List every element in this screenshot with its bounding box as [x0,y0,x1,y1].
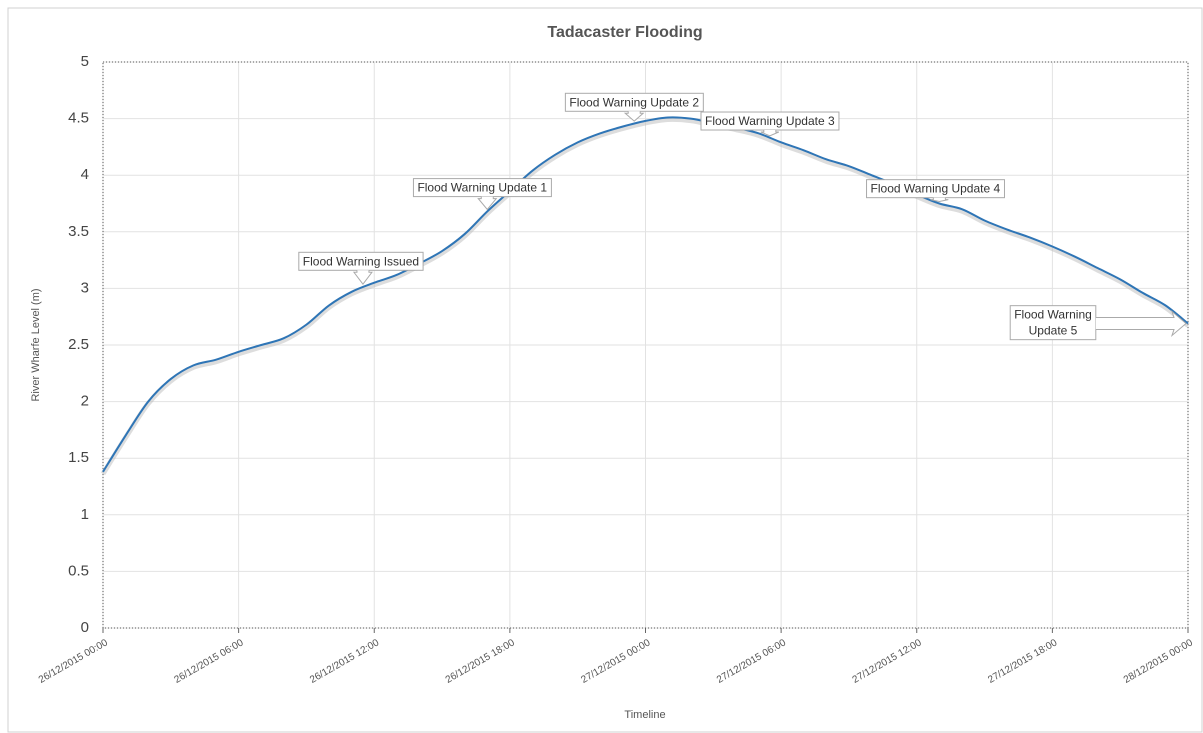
annotation-arrow [623,111,645,122]
x-axis-label: Timeline [624,709,665,721]
annotation-arrow [352,270,373,285]
y-tick-label: 4 [81,166,89,183]
y-tick-label: 4.5 [68,110,89,127]
annotation-arrow [477,196,498,211]
annotation: Flood Warning Update 5 [1009,305,1187,341]
annotation-label: Flood Warning Update 2 [569,95,699,109]
chart-frame [7,7,1203,733]
y-tick-label: 1.5 [68,449,89,466]
y-tick-label: 0.5 [68,562,89,579]
annotation-arrow [930,197,949,203]
annotation-label: Flood Warning Update 4 [871,182,1001,196]
y-axis-label: River Wharfe Level (m) [30,288,42,401]
y-tick-label: 3.5 [68,223,89,240]
annotation: Flood Warning Update 3 [700,111,840,137]
y-tick-label: 2 [81,393,89,410]
y-tick-label: 3 [81,279,89,296]
annotation-label: Flood Warning Update 1 [417,181,547,195]
annotation: Flood Warning Update 2 [564,92,704,122]
y-tick-label: 1 [81,506,89,523]
annotation: Flood Warning Update 1 [412,178,552,211]
y-tick-label: 2.5 [68,336,89,353]
plot-border [102,61,1189,629]
annotation-box [1009,305,1097,341]
annotation: Flood Warning Issued [298,251,424,285]
annotation-arrow [1095,309,1187,338]
line-shadow [100,116,1190,476]
annotation: Flood Warning Update 4 [866,179,1005,203]
y-tick-label: 5 [81,53,89,70]
y-tick-label: 0 [81,619,89,636]
annotation-arrow [760,130,780,137]
annotation-label: Flood Warning Update 5 [1014,308,1092,338]
chart-title: Tadacaster Flooding [547,24,702,41]
line [102,116,1189,473]
annotation-label: Flood Warning Update 3 [705,114,835,128]
annotation-label: Flood Warning Issued [303,254,419,268]
